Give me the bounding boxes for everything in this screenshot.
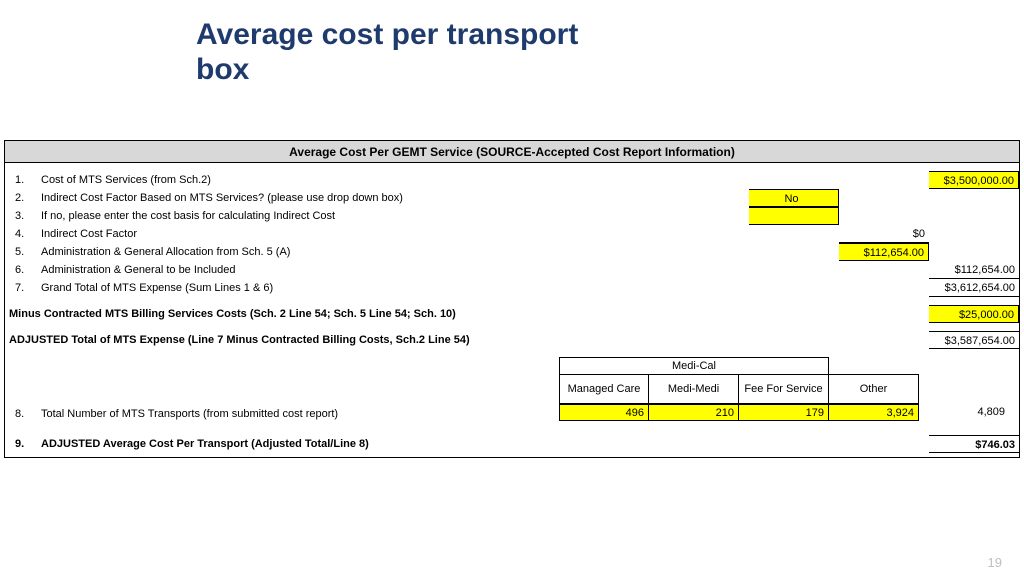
row-label: Minus Contracted MTS Billing Services Co… (9, 308, 1019, 320)
value-column: $3,500,000.00 No $0 $112,654.00 $112,654… (929, 171, 1019, 297)
row-3: 3. If no, please enter the cost basis fo… (5, 207, 1019, 225)
val-5[interactable]: $112,654.00 (839, 243, 929, 261)
row-num: 4. (15, 228, 41, 240)
transport-values: 496 210 179 3,924 4,809 (559, 404, 1009, 421)
val-minus[interactable]: $25,000.00 (929, 305, 1019, 323)
col-managed-care: Managed Care (559, 374, 649, 404)
val-3-input[interactable] (749, 207, 839, 225)
v-other[interactable]: 3,924 (829, 404, 919, 421)
val-1[interactable]: $3,500,000.00 (929, 171, 1019, 189)
row-2: 2. Indirect Cost Factor Based on MTS Ser… (5, 189, 1019, 207)
row-1: 1. Cost of MTS Services (from Sch.2) (5, 171, 1019, 189)
row-9: 9. ADJUSTED Average Cost Per Transport (… (5, 431, 1019, 457)
row-num: 2. (15, 192, 41, 204)
row-num: 6. (15, 264, 41, 276)
val-7: $3,612,654.00 (929, 279, 1019, 297)
row-label: ADJUSTED Total of MTS Expense (Line 7 Mi… (9, 334, 1019, 346)
row-adjusted: ADJUSTED Total of MTS Expense (Line 7 Mi… (5, 331, 1019, 349)
transport-columns: Managed Care Medi-Medi Fee For Service O… (559, 374, 919, 404)
row-label: ADJUSTED Average Cost Per Transport (Adj… (41, 438, 1019, 450)
row-num: 9. (15, 438, 41, 450)
v-medi-medi[interactable]: 210 (649, 404, 739, 421)
col-medi-medi: Medi-Medi (649, 374, 739, 404)
table-header: Average Cost Per GEMT Service (SOURCE-Ac… (5, 141, 1019, 163)
val-9: $746.03 (929, 435, 1019, 453)
col-fee-for-service: Fee For Service (739, 374, 829, 404)
row-num: 5. (15, 246, 41, 258)
val-4: $0 (839, 225, 929, 243)
slide-title: Average cost per transport box (196, 18, 578, 87)
row-label: Indirect Cost Factor Based on MTS Servic… (41, 192, 1019, 204)
val-adjusted: $3,587,654.00 (929, 331, 1019, 349)
cost-table: Average Cost Per GEMT Service (SOURCE-Ac… (4, 140, 1020, 458)
row-num: 3. (15, 210, 41, 222)
row-label: Administration & General to be Included (41, 264, 1019, 276)
row-label: If no, please enter the cost basis for c… (41, 210, 1019, 222)
row-num: 7. (15, 282, 41, 294)
dropdown-indirect[interactable]: No (749, 189, 839, 207)
val-6: $112,654.00 (929, 261, 1019, 279)
title-line-2: box (196, 53, 249, 86)
page-number: 19 (988, 555, 1002, 570)
row-label: Grand Total of MTS Expense (Sum Lines 1 … (41, 282, 1019, 294)
row-label: Cost of MTS Services (from Sch.2) (41, 174, 1019, 186)
row-num: 8. (15, 408, 41, 420)
medical-header: Medi-Cal (559, 357, 829, 374)
v-total: 4,809 (919, 404, 1009, 421)
title-line-1: Average cost per transport (196, 18, 578, 51)
row-minus: Minus Contracted MTS Billing Services Co… (5, 305, 1019, 323)
row-num: 1. (15, 174, 41, 186)
v-managed-care[interactable]: 496 (559, 404, 649, 421)
col-other: Other (829, 374, 919, 404)
row-7: 7. Grand Total of MTS Expense (Sum Lines… (5, 279, 1019, 297)
transports-block: Medi-Cal Managed Care Medi-Medi Fee For … (5, 357, 1019, 421)
row-6: 6. Administration & General to be Includ… (5, 261, 1019, 279)
v-fee-for-service[interactable]: 179 (739, 404, 829, 421)
